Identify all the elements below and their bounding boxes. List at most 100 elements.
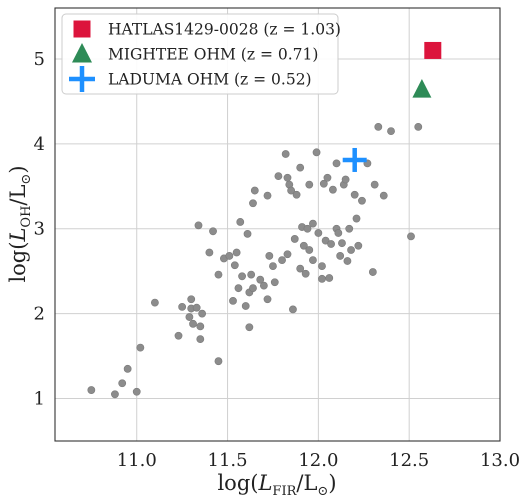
- x-tick-label: 11.0: [117, 450, 157, 471]
- data-point: [338, 239, 346, 248]
- data-point: [347, 246, 355, 254]
- data-point: [250, 186, 259, 195]
- legend: HATLAS1429-0028 (z = 1.03) MIGHTEE OHM (z…: [61, 13, 341, 95]
- data-point: [196, 322, 205, 331]
- y-tick-label: 4: [34, 134, 45, 155]
- data-point: [269, 262, 277, 271]
- data-point: [334, 229, 343, 237]
- data-point: [234, 284, 243, 293]
- data-point: [249, 199, 257, 208]
- x-tick-label: 13.0: [480, 450, 520, 471]
- data-point: [281, 150, 290, 158]
- data-point: [387, 127, 395, 136]
- data-point: [118, 379, 127, 388]
- highlight-point-2: [412, 79, 432, 98]
- data-point: [243, 229, 252, 238]
- data-point: [368, 268, 377, 276]
- data-point: [305, 246, 314, 254]
- data-point: [249, 284, 257, 293]
- data-point: [205, 248, 214, 257]
- data-point: [299, 241, 308, 250]
- legend-label: LADUMA OHM (z = 0.52): [108, 71, 312, 89]
- data-point: [209, 227, 217, 236]
- data-point: [328, 185, 337, 194]
- x-tick-label: 12.0: [298, 450, 338, 471]
- data-point: [123, 364, 132, 373]
- data-point: [150, 298, 159, 307]
- data-point: [187, 295, 196, 304]
- y-tick-label: 2: [34, 304, 45, 325]
- data-point: [111, 390, 119, 399]
- data-point: [136, 343, 145, 352]
- data-point: [352, 214, 361, 223]
- data-point: [327, 240, 335, 248]
- data-point: [232, 248, 241, 257]
- plot-frame: [54, 7, 501, 442]
- data-point: [259, 281, 268, 290]
- data-point: [301, 269, 310, 278]
- data-point: [265, 252, 274, 260]
- data-point: [283, 173, 292, 182]
- data-point: [374, 122, 383, 131]
- x-axis-label: log(LFIR/L⊙): [217, 471, 336, 499]
- x-tick-label: 11.5: [208, 450, 248, 471]
- data-point: [303, 224, 312, 233]
- data-point: [309, 256, 317, 265]
- data-point: [247, 270, 256, 279]
- legend-marker-1: [73, 20, 91, 38]
- data-point: [318, 262, 326, 271]
- data-point: [318, 274, 326, 283]
- y-tick-label: 1: [34, 389, 45, 410]
- data-point: [289, 305, 297, 314]
- data-point: [309, 219, 317, 228]
- data-point: [214, 357, 223, 366]
- data-point: [270, 278, 279, 287]
- y-tick-label: 5: [34, 49, 45, 70]
- data-point: [407, 232, 415, 241]
- data-point: [323, 173, 332, 182]
- data-point: [178, 302, 187, 311]
- highlight-point-1: [424, 41, 442, 59]
- data-point: [214, 270, 223, 279]
- data-point: [189, 319, 197, 328]
- data-point: [263, 191, 272, 200]
- data-point: [274, 172, 283, 181]
- data-point: [325, 274, 334, 282]
- legend-box: [61, 13, 339, 95]
- legend-label: HATLAS1429-0028 (z = 1.03): [108, 21, 341, 39]
- data-point: [236, 218, 245, 226]
- data-point: [245, 323, 254, 332]
- data-point: [305, 180, 314, 189]
- data-point: [336, 252, 345, 260]
- legend-marker-3: [69, 66, 95, 92]
- data-point: [345, 224, 354, 233]
- data-point: [314, 229, 323, 237]
- data-point: [192, 303, 201, 312]
- data-points: [87, 41, 442, 399]
- data-point: [319, 179, 328, 188]
- data-point: [341, 175, 350, 184]
- data-point: [230, 261, 239, 270]
- data-point: [343, 257, 352, 265]
- legend-marker-2: [72, 43, 92, 63]
- data-point: [290, 235, 299, 243]
- tick-labels: 11.0 11.5 12.0 12.5 13.0 1 2 3 4 5: [34, 49, 520, 471]
- data-point: [414, 122, 423, 131]
- data-point: [185, 313, 194, 321]
- y-axis-label: log(LOH/L⊙): [6, 165, 34, 282]
- data-point: [229, 297, 237, 305]
- data-point: [287, 186, 296, 195]
- data-point: [358, 196, 366, 205]
- data-point: [283, 250, 292, 259]
- data-point: [194, 221, 203, 230]
- data-point: [196, 335, 205, 344]
- data-point: [87, 386, 96, 394]
- data-point: [354, 241, 363, 250]
- data-point: [198, 309, 207, 318]
- data-point: [225, 252, 234, 260]
- y-tick-label: 3: [34, 219, 45, 240]
- data-point: [132, 387, 141, 396]
- data-point: [292, 190, 301, 199]
- legend-label: MIGHTEE OHM (z = 0.71): [108, 46, 318, 64]
